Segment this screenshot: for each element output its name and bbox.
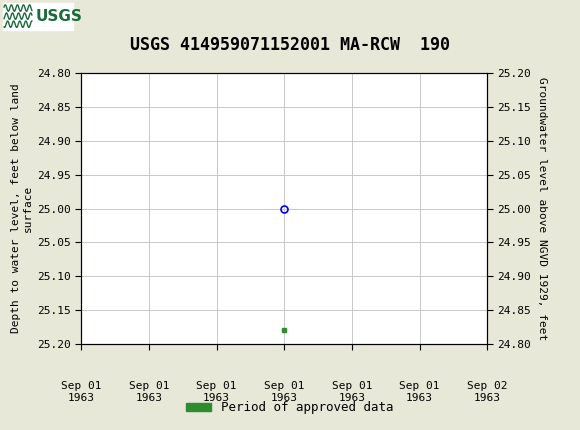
Text: Sep 01
1963: Sep 01 1963 — [399, 381, 440, 403]
Legend: Period of approved data: Period of approved data — [181, 396, 399, 419]
Text: Sep 02
1963: Sep 02 1963 — [467, 381, 508, 403]
Text: USGS 414959071152001 MA-RCW  190: USGS 414959071152001 MA-RCW 190 — [130, 36, 450, 54]
Text: USGS: USGS — [36, 9, 83, 24]
Text: Sep 01
1963: Sep 01 1963 — [129, 381, 169, 403]
Text: Sep 01
1963: Sep 01 1963 — [196, 381, 237, 403]
Y-axis label: Depth to water level, feet below land
surface: Depth to water level, feet below land su… — [11, 84, 33, 333]
Text: Sep 01
1963: Sep 01 1963 — [61, 381, 102, 403]
Y-axis label: Groundwater level above NGVD 1929, feet: Groundwater level above NGVD 1929, feet — [537, 77, 547, 340]
FancyBboxPatch shape — [3, 3, 72, 30]
Text: Sep 01
1963: Sep 01 1963 — [264, 381, 305, 403]
Text: Sep 01
1963: Sep 01 1963 — [332, 381, 372, 403]
